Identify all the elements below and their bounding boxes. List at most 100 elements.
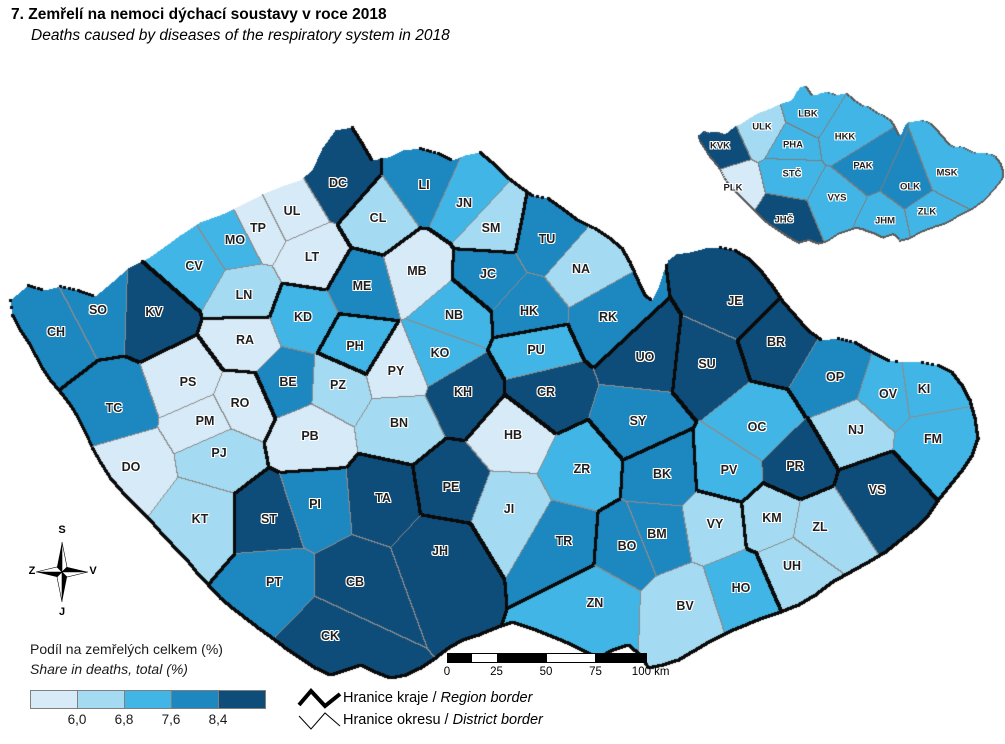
district-label-BV: BV bbox=[676, 599, 694, 613]
compass-south-label: J bbox=[58, 606, 66, 618]
district-label-PM: PM bbox=[195, 414, 215, 428]
district-label-NJ: NJ bbox=[848, 423, 864, 437]
region-label-PAK: PAK bbox=[853, 160, 873, 172]
scale-bar-tick-25: 25 bbox=[490, 666, 503, 678]
legend-region-border: Hranice kraje / Region border bbox=[295, 686, 532, 710]
district-label-NA: NA bbox=[571, 262, 591, 276]
district-label-JI: JI bbox=[503, 502, 515, 516]
district-label-FM: FM bbox=[923, 432, 943, 446]
district-label-PT: PT bbox=[266, 575, 282, 589]
region-label-HKK: HKK bbox=[834, 131, 856, 143]
district-label-HO: HO bbox=[731, 581, 751, 595]
district-label-BM: BM bbox=[647, 527, 667, 541]
district-label-HK: HK bbox=[519, 304, 539, 318]
district-label-HB: HB bbox=[503, 428, 523, 442]
district-label-KH: KH bbox=[453, 385, 473, 399]
district-label-TA: TA bbox=[375, 491, 391, 505]
district-label-NB: NB bbox=[444, 308, 464, 322]
region-label-LBK: LBK bbox=[798, 108, 818, 120]
district-label-ME: ME bbox=[352, 279, 372, 293]
district-label-SU: SU bbox=[698, 357, 716, 371]
district-label-MO: MO bbox=[224, 233, 246, 247]
scale-bar-tick-100: 100 km bbox=[631, 666, 670, 678]
district-label-PH: PH bbox=[346, 339, 364, 353]
district-label-KI: KI bbox=[917, 382, 931, 396]
compass-north-label: S bbox=[58, 524, 66, 536]
district-label-MB: MB bbox=[407, 264, 427, 278]
region-label-VYS: VYS bbox=[827, 192, 847, 204]
region-label-JHČ: JHČ bbox=[774, 214, 794, 226]
district-label-KO: KO bbox=[430, 346, 450, 360]
district-label-RO: RO bbox=[230, 396, 250, 410]
district-label-PY: PY bbox=[387, 364, 405, 378]
district-label-OV: OV bbox=[878, 387, 898, 401]
district-label-SO: SO bbox=[88, 303, 108, 317]
district-label-ST: ST bbox=[261, 512, 277, 526]
compass-rose-icon bbox=[35, 541, 89, 603]
region-label-PLK: PLK bbox=[723, 182, 743, 194]
legend-district-border: Hranice okresu / District border bbox=[295, 708, 543, 732]
compass-west-label: Z bbox=[28, 565, 36, 577]
legend-title-en: Share in deaths, total (%) bbox=[30, 661, 188, 677]
page-title: 7. Zemřelí na nemoci dýchací soustavy v … bbox=[11, 6, 387, 23]
district-label-KM: KM bbox=[762, 511, 782, 525]
district-label-OP: OP bbox=[825, 370, 845, 384]
scale-bar-tick-0: 0 bbox=[443, 666, 451, 678]
compass-east-label: V bbox=[89, 565, 97, 577]
region-label-JHM: JHM bbox=[874, 215, 896, 227]
scale-bar-segment-3 bbox=[497, 654, 547, 662]
district-label-SM: SM bbox=[481, 221, 501, 235]
district-label-BO: BO bbox=[617, 539, 637, 553]
region-label-ZLK: ZLK bbox=[917, 206, 937, 218]
district-label-PI: PI bbox=[309, 497, 321, 511]
district-label-RK: RK bbox=[598, 310, 618, 324]
district-label-PU: PU bbox=[527, 343, 545, 357]
district-label-LN: LN bbox=[235, 288, 253, 302]
region-label-MSK: MSK bbox=[936, 167, 958, 179]
region-border-label-en: Region border bbox=[440, 690, 533, 706]
scale-bar-tick-75: 75 bbox=[589, 666, 602, 678]
district-label-CL: CL bbox=[369, 211, 387, 225]
district-label-PB: PB bbox=[301, 429, 319, 443]
scale-bar-segment-4 bbox=[547, 654, 595, 662]
district-label-PJ: PJ bbox=[211, 446, 227, 460]
district-label-CH: CH bbox=[46, 325, 66, 339]
district-label-ZN: ZN bbox=[586, 596, 604, 610]
legend-break-3: 7,6 bbox=[161, 712, 181, 727]
district-label-UO: UO bbox=[635, 350, 655, 364]
legend-swatch-5 bbox=[219, 691, 265, 708]
region-label-OLK: OLK bbox=[899, 181, 921, 193]
district-label-BN: BN bbox=[389, 416, 409, 430]
legend-break-1: 6,0 bbox=[67, 712, 87, 727]
legend-swatch-1 bbox=[31, 691, 78, 708]
scale-bar bbox=[447, 653, 647, 663]
legend-break-4: 8,4 bbox=[208, 712, 228, 727]
district-label-OC: OC bbox=[747, 420, 767, 434]
legend-swatch-4 bbox=[172, 691, 219, 708]
legend-swatch-3 bbox=[125, 691, 172, 708]
district-label-CV: CV bbox=[185, 259, 203, 273]
district-label-UL: UL bbox=[283, 204, 301, 218]
scale-bar-segment-5 bbox=[595, 654, 646, 662]
page-subtitle: Deaths caused by diseases of the respira… bbox=[31, 27, 450, 44]
district-label-BK: BK bbox=[652, 467, 672, 481]
district-label-BE: BE bbox=[279, 375, 297, 389]
district-label-TR: TR bbox=[555, 534, 573, 548]
scale-bar-segment-2 bbox=[472, 654, 497, 662]
district-label-KT: KT bbox=[191, 512, 209, 526]
district-label-PV: PV bbox=[720, 463, 738, 477]
district-label-UH: UH bbox=[782, 559, 802, 573]
region-border-icon bbox=[297, 688, 342, 709]
district-label-KD: KD bbox=[293, 310, 313, 324]
scale-bar-segment-1 bbox=[448, 654, 472, 662]
district-label-PR: PR bbox=[786, 459, 804, 473]
district-label-SY: SY bbox=[629, 414, 647, 428]
district-label-JC: JC bbox=[480, 267, 496, 281]
district-border-label-en: District border bbox=[452, 712, 543, 728]
district-label-JN: JN bbox=[456, 196, 472, 210]
district-label-CK: CK bbox=[320, 629, 340, 643]
district-border-label-cs: Hranice okresu / bbox=[343, 712, 453, 728]
district-label-VS: VS bbox=[868, 483, 886, 497]
district-label-TC: TC bbox=[105, 401, 123, 415]
